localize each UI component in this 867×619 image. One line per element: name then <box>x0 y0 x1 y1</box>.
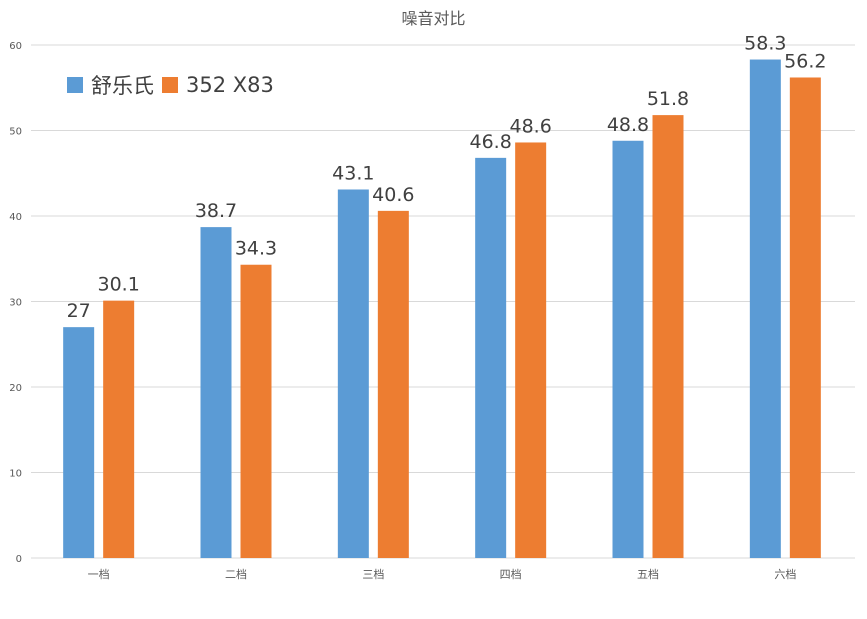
chart-title: 噪音对比 <box>401 9 466 28</box>
bar <box>337 189 369 558</box>
data-label: 48.8 <box>607 114 649 136</box>
data-label: 43.1 <box>332 162 374 184</box>
data-label: 46.8 <box>470 131 512 153</box>
y-tick-label: 20 <box>9 383 22 394</box>
data-label: 38.7 <box>195 200 237 222</box>
data-label: 27 <box>67 300 91 322</box>
bar <box>652 115 684 559</box>
bar <box>63 327 95 558</box>
bar <box>377 210 409 558</box>
y-tick-label: 40 <box>9 212 22 223</box>
x-tick-label: 六档 <box>774 567 796 581</box>
legend: 舒乐氏 352 X83 <box>67 70 282 100</box>
x-tick-label: 五档 <box>637 567 659 581</box>
data-label: 56.2 <box>784 50 826 72</box>
bar <box>515 142 547 558</box>
bar <box>789 77 821 559</box>
data-label: 51.8 <box>647 88 689 110</box>
legend-item-series-1: 舒乐氏 <box>67 70 154 100</box>
data-label: 48.6 <box>510 115 552 137</box>
legend-swatch-series-1 <box>67 77 83 93</box>
legend-swatch-series-2 <box>162 77 178 93</box>
bar <box>240 264 272 558</box>
data-label: 58.3 <box>744 33 786 55</box>
x-tick-label: 一档 <box>88 567 110 581</box>
data-label: 34.3 <box>235 238 277 260</box>
bar <box>749 59 781 558</box>
bar <box>475 157 507 559</box>
y-tick-label: 0 <box>16 554 22 565</box>
x-tick-label: 二档 <box>225 567 247 581</box>
y-tick-label: 30 <box>9 298 22 309</box>
x-tick-label: 四档 <box>500 567 522 581</box>
y-tick-label: 60 <box>9 41 22 52</box>
data-label: 30.1 <box>98 274 140 296</box>
y-tick-label: 10 <box>9 469 22 480</box>
data-label: 40.6 <box>372 184 414 206</box>
y-tick-label: 50 <box>9 127 22 138</box>
bar <box>200 227 232 559</box>
legend-label-series-2: 352 X83 <box>186 73 274 97</box>
bar <box>103 300 135 558</box>
x-tick-label: 三档 <box>362 567 384 581</box>
legend-label-series-1: 舒乐氏 <box>91 74 154 98</box>
bar <box>612 140 644 558</box>
legend-item-series-2: 352 X83 <box>162 73 274 97</box>
